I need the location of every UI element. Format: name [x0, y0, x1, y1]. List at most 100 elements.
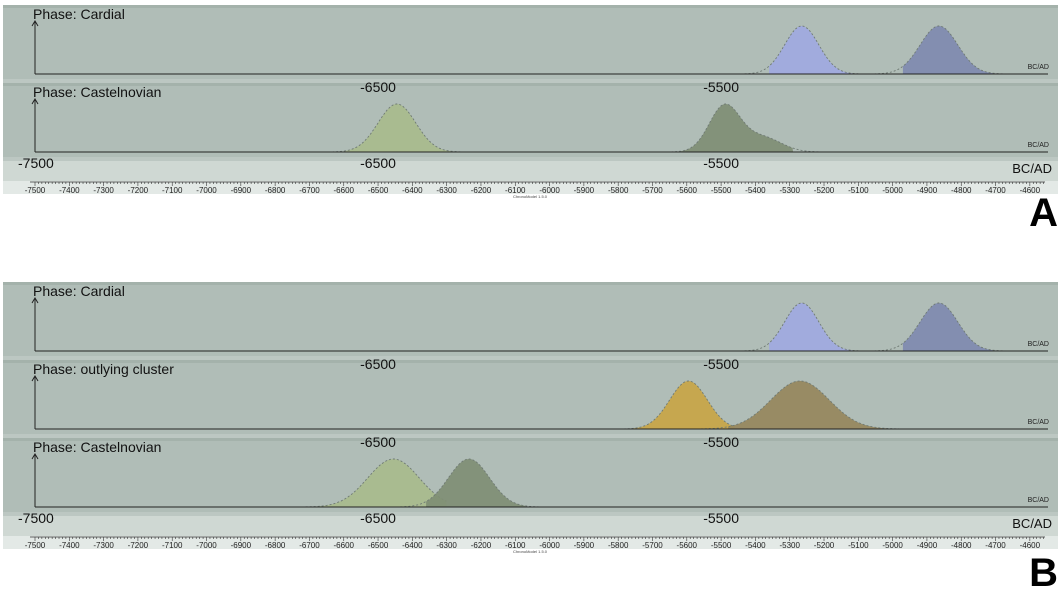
tick-label: -7400 — [59, 541, 80, 550]
phase-major-tick-label: -5500 — [703, 434, 739, 450]
panel-letter: B — [1029, 551, 1058, 589]
tick-label: -4900 — [917, 541, 938, 550]
tick-label: -5800 — [608, 541, 629, 550]
phase-2-panel: -6500 -5500 BC/AD Phase: outlying cluster — [3, 356, 1058, 438]
tick-label: -6800 — [265, 541, 286, 550]
tick-label: -6200 — [471, 186, 492, 195]
tick-label: -7000 — [196, 541, 217, 550]
tick-ruler-background — [3, 536, 1058, 549]
phase-major-tick-label: -6500 — [360, 434, 396, 450]
density-outline-2 — [854, 302, 1016, 352]
y-axis-arrow-icon — [31, 453, 39, 460]
phase-background — [3, 438, 1058, 516]
tick-label: -5500 — [711, 186, 732, 195]
phase-title: Phase: Castelnovian — [33, 439, 161, 455]
density-outline-1 — [724, 302, 859, 352]
density-outline-2 — [854, 25, 1016, 75]
tick-ruler-background — [3, 181, 1058, 194]
tick-label: -7100 — [162, 541, 183, 550]
phase-title: Phase: outlying cluster — [33, 361, 174, 377]
phase-background — [3, 83, 1058, 161]
major-tick-label: -5500 — [703, 155, 739, 171]
tick-label: -5700 — [642, 186, 663, 195]
tick-label: -6200 — [471, 541, 492, 550]
tick-label: -6500 — [368, 186, 389, 195]
density-area-2 — [652, 104, 794, 152]
tick-label: -6100 — [505, 541, 526, 550]
density-area-1 — [316, 459, 447, 507]
software-footer: ChronoModel 1.5.0 — [513, 549, 548, 554]
y-axis-arrow-icon — [31, 98, 39, 105]
tick-label: -4800 — [951, 186, 972, 195]
phase-title: Phase: Castelnovian — [33, 84, 161, 100]
tick-label: -6400 — [402, 541, 423, 550]
tick-label: -5200 — [814, 186, 835, 195]
tick-label: -6600 — [334, 541, 355, 550]
y-axis-arrow-icon — [31, 20, 39, 27]
tick-label: -7500 — [25, 541, 46, 550]
panel-letter: A — [1029, 191, 1058, 235]
tick-label: -6300 — [436, 541, 457, 550]
tick-label: -4600 — [1020, 186, 1041, 195]
tick-label: -7200 — [128, 186, 149, 195]
tick-label: -4700 — [985, 541, 1006, 550]
tick-label: -6900 — [231, 186, 252, 195]
major-tick-label: -6500 — [360, 510, 396, 526]
axis-unit-label: BC/AD — [1012, 161, 1052, 176]
density-area-1 — [769, 303, 859, 351]
phase-top-edge — [3, 5, 1058, 8]
tick-label: -6700 — [299, 541, 320, 550]
density-outline-1 — [724, 25, 859, 75]
y-axis-arrow-icon — [31, 297, 39, 304]
phase-major-tick-label: -5500 — [703, 79, 739, 95]
tick-label: -5500 — [711, 541, 732, 550]
tick-label: -5300 — [779, 541, 800, 550]
phase-bottom-edge — [3, 79, 1058, 83]
phase-3-panel: -6500 -5500 BC/AD Phase: Castelnovian — [3, 434, 1058, 516]
tick-label: -7100 — [162, 186, 183, 195]
tick-label: -6900 — [231, 541, 252, 550]
density-area-1 — [618, 381, 735, 429]
tick-label: -6400 — [402, 186, 423, 195]
tick-label: -7300 — [93, 186, 114, 195]
tick-label: -4700 — [985, 186, 1006, 195]
tick-label: -7000 — [196, 186, 217, 195]
tick-label: -6600 — [334, 186, 355, 195]
density-area-1 — [343, 104, 461, 152]
tick-label: -7500 — [25, 186, 46, 195]
tick-label: -6800 — [265, 186, 286, 195]
phase-unit-label: BC/AD — [1028, 341, 1049, 348]
tick-label: -7300 — [93, 541, 114, 550]
tick-label: -5000 — [882, 541, 903, 550]
tick-label: -5600 — [677, 541, 698, 550]
major-tick-label: -6500 — [360, 155, 396, 171]
panel-a: BC/AD Phase: Cardial -6500 -5500 BC/AD Phase:… — [3, 5, 1058, 235]
tick-label: -5900 — [574, 541, 595, 550]
phase-unit-label: BC/AD — [1028, 142, 1049, 149]
phase-unit-label: BC/AD — [1028, 64, 1049, 71]
phase-background — [3, 282, 1058, 360]
tick-label: -6000 — [539, 186, 560, 195]
tick-label: -6500 — [368, 541, 389, 550]
tick-label: -5400 — [745, 186, 766, 195]
tick-label: -5900 — [574, 186, 595, 195]
axis-unit-label: BC/AD — [1012, 516, 1052, 531]
tick-label: -7400 — [59, 186, 80, 195]
tick-label: -4800 — [951, 541, 972, 550]
density-outline-2 — [655, 103, 841, 153]
tick-label: -5100 — [848, 186, 869, 195]
phase-1-panel: BC/AD Phase: Cardial — [3, 282, 1058, 360]
tick-label: -5400 — [745, 541, 766, 550]
tick-label: -5300 — [779, 186, 800, 195]
tick-label: -5800 — [608, 186, 629, 195]
tick-label: -6300 — [436, 186, 457, 195]
major-tick-label: -7500 — [18, 510, 54, 526]
density-area-2 — [426, 459, 526, 507]
phase-title: Phase: Cardial — [33, 283, 125, 299]
tick-label: -5200 — [814, 541, 835, 550]
phase-bottom-edge — [3, 356, 1058, 360]
phase-bottom-edge — [3, 157, 1058, 161]
major-tick-label: -5500 — [703, 510, 739, 526]
software-footer: ChronoModel 1.5.0 — [513, 194, 548, 199]
